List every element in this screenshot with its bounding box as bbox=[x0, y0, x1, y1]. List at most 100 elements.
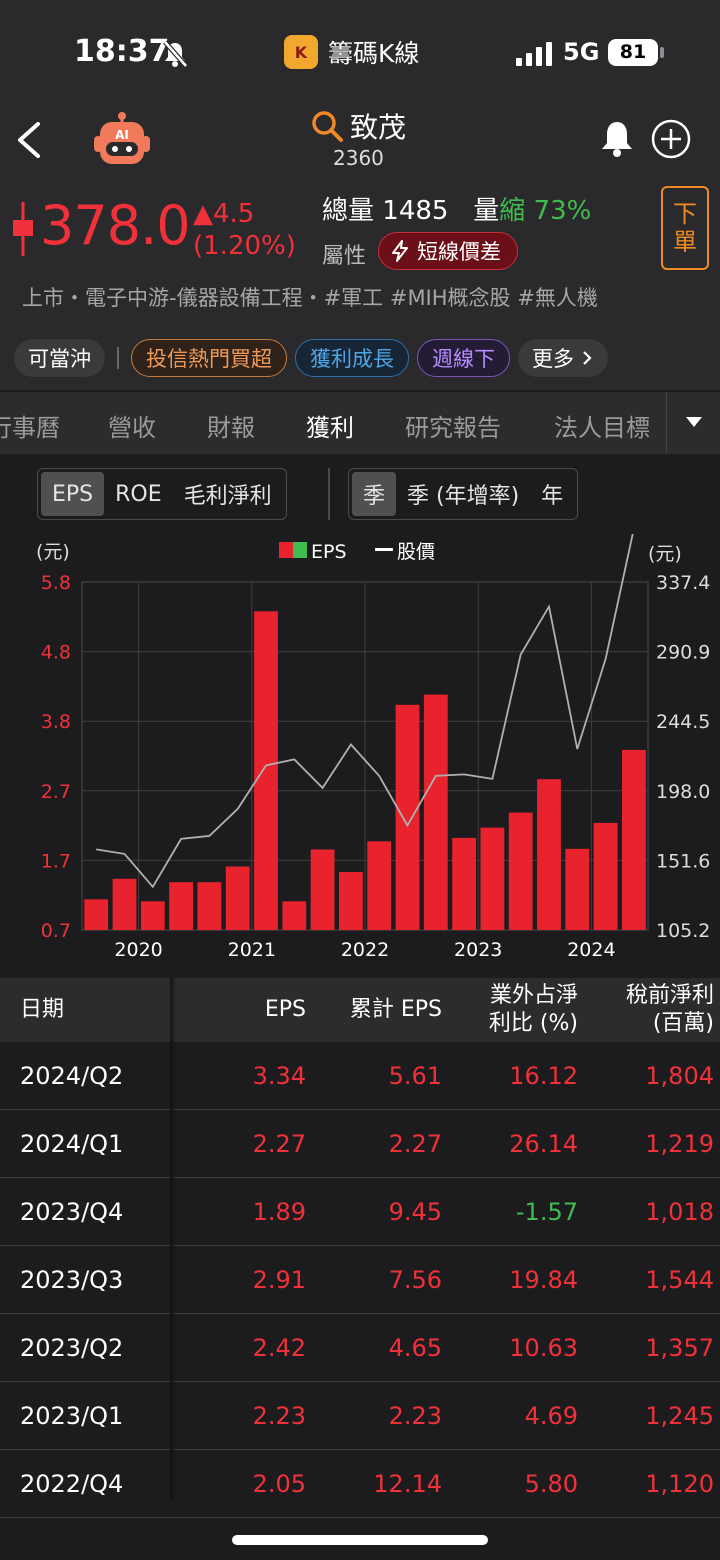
attribute-label: 屬性 bbox=[322, 244, 367, 269]
eps-bar[interactable] bbox=[622, 749, 646, 930]
tag-separator bbox=[117, 347, 119, 369]
cell-nonop-ratio: 5.80 bbox=[524, 1470, 578, 1498]
segment-margin[interactable]: 毛利淨利 bbox=[183, 484, 272, 509]
home-indicator[interactable] bbox=[232, 1535, 488, 1545]
volume-shrink-prefix: 量 bbox=[473, 196, 500, 226]
x-tick-label: 2023 bbox=[454, 939, 502, 961]
eps-bar[interactable] bbox=[480, 827, 505, 930]
eps-bar[interactable] bbox=[537, 779, 561, 930]
left-tick-label: 5.8 bbox=[41, 572, 71, 594]
ai-robot-icon[interactable]: AI bbox=[90, 112, 154, 168]
tag-more-label: 更多 bbox=[532, 347, 574, 371]
cell-nonop-ratio: 10.63 bbox=[509, 1334, 578, 1362]
tab-research[interactable]: 研究報告 bbox=[405, 414, 501, 442]
table-row[interactable]: 2024/Q2 3.34 5.61 16.12 1,804 bbox=[0, 1042, 720, 1110]
eps-bar[interactable] bbox=[395, 704, 420, 930]
header-pretax: 稅前淨利 (百萬) bbox=[626, 982, 714, 1038]
cell-cum-eps: 7.56 bbox=[388, 1266, 442, 1294]
eps-bar[interactable] bbox=[565, 848, 590, 930]
bell-icon[interactable] bbox=[598, 118, 636, 158]
table-row[interactable]: 2023/Q3 2.91 7.56 19.84 1,544 bbox=[0, 1246, 720, 1314]
segment-roe[interactable]: ROE bbox=[115, 481, 162, 507]
app-logo-icon: K bbox=[284, 35, 318, 69]
tab-revenue[interactable]: 營收 bbox=[108, 414, 156, 442]
caret-down-icon bbox=[686, 417, 702, 427]
tag-profit-growth[interactable]: 獲利成長 bbox=[295, 339, 409, 377]
eps-bar[interactable] bbox=[112, 878, 137, 930]
cell-date: 2022/Q4 bbox=[20, 1470, 124, 1498]
eps-bar[interactable] bbox=[452, 837, 476, 930]
tag-row: 可當沖 投信熱門買超 獲利成長 週線下 更多 bbox=[14, 338, 608, 378]
tab-target[interactable]: 法人目標 bbox=[554, 414, 650, 442]
cell-cum-eps: 2.27 bbox=[388, 1130, 442, 1158]
eps-bar[interactable] bbox=[310, 849, 335, 931]
cell-eps: 2.27 bbox=[252, 1130, 306, 1158]
attribute-badge[interactable]: 短線價差 bbox=[378, 232, 518, 270]
tag-weekly-down[interactable]: 週線下 bbox=[417, 339, 510, 377]
cell-cum-eps: 12.14 bbox=[373, 1470, 442, 1498]
volume-label: 總量 bbox=[322, 196, 375, 226]
eps-bar[interactable] bbox=[339, 872, 363, 930]
segment-quarter-yoy[interactable]: 季 (年增率) bbox=[407, 484, 520, 509]
tab-dropdown-button[interactable] bbox=[666, 392, 720, 454]
cell-date: 2023/Q1 bbox=[20, 1402, 124, 1430]
order-button-label-2: 單 bbox=[673, 228, 697, 256]
header-cum-eps: 累計 EPS bbox=[349, 997, 442, 1022]
eps-bar[interactable] bbox=[593, 822, 618, 930]
table-row[interactable]: 2022/Q4 2.05 12.14 5.80 1,120 bbox=[0, 1450, 720, 1518]
eps-table: 日期 EPS 累計 EPS 業外占淨 利比 (%) 稅前淨利 (百萬) 2024… bbox=[0, 978, 720, 1518]
order-button[interactable]: 下 單 bbox=[661, 186, 709, 270]
x-tick-label: 2022 bbox=[341, 939, 389, 961]
eps-chart[interactable]: (元) (元) EPS 股價 5.8 4.8 3.8 2.7 1.7 0.7 337.4 29… bbox=[0, 534, 720, 974]
chevron-right-icon bbox=[583, 351, 592, 365]
tab-calendar[interactable]: 行事曆 bbox=[0, 414, 60, 442]
table-row[interactable]: 2023/Q2 2.42 4.65 10.63 1,357 bbox=[0, 1314, 720, 1382]
stock-code: 2360 bbox=[333, 146, 384, 170]
tag-day-trade[interactable]: 可當沖 bbox=[14, 339, 105, 377]
legend-bar-swatch-red bbox=[279, 542, 293, 558]
cell-eps: 2.05 bbox=[252, 1470, 306, 1498]
right-tick-label: 244.5 bbox=[656, 711, 710, 733]
tab-financials[interactable]: 財報 bbox=[207, 414, 255, 442]
tag-trust-buy[interactable]: 投信熱門買超 bbox=[131, 339, 287, 377]
table-row[interactable]: 2024/Q1 2.27 2.27 26.14 1,219 bbox=[0, 1110, 720, 1178]
signal-icon bbox=[516, 42, 552, 66]
cell-cum-eps: 5.61 bbox=[388, 1062, 442, 1090]
eps-bar[interactable] bbox=[84, 899, 109, 930]
right-unit: (元) bbox=[648, 543, 682, 565]
price-line bbox=[96, 534, 634, 889]
segment-year[interactable]: 年 bbox=[541, 484, 564, 509]
add-watchlist-icon[interactable] bbox=[650, 118, 692, 160]
header-date: 日期 bbox=[20, 997, 65, 1022]
stock-name: 致茂 bbox=[350, 111, 407, 144]
eps-bar[interactable] bbox=[367, 841, 392, 930]
stock-search[interactable]: 致茂 bbox=[310, 106, 406, 146]
cell-eps: 1.89 bbox=[252, 1198, 306, 1226]
eps-bar[interactable] bbox=[508, 812, 533, 930]
left-tick-label: 2.7 bbox=[41, 781, 71, 803]
eps-bar[interactable] bbox=[140, 901, 165, 930]
legend-eps: EPS bbox=[311, 541, 347, 563]
eps-bar[interactable] bbox=[423, 694, 448, 930]
search-icon bbox=[312, 111, 343, 142]
back-icon[interactable] bbox=[14, 120, 44, 160]
segment-quarter[interactable]: 季 bbox=[352, 472, 397, 516]
tag-more-button[interactable]: 更多 bbox=[518, 339, 608, 377]
header-pretax-line1: 稅前淨利 bbox=[625, 983, 714, 1008]
table-row[interactable]: 2023/Q4 1.89 9.45 -1.57 1,018 bbox=[0, 1178, 720, 1246]
eps-bar[interactable] bbox=[282, 901, 307, 930]
chart-area: EPS ROE 毛利淨利 季 季 (年增率) 年 (元) (元) EPS 股價 … bbox=[0, 454, 720, 978]
segment-eps[interactable]: EPS bbox=[41, 472, 105, 516]
eps-bar[interactable] bbox=[225, 866, 250, 931]
cell-date: 2023/Q4 bbox=[20, 1198, 124, 1226]
eps-bar[interactable] bbox=[169, 882, 193, 930]
cell-date: 2023/Q2 bbox=[20, 1334, 124, 1362]
tab-profit[interactable]: 獲利 bbox=[306, 414, 354, 442]
eps-bar[interactable] bbox=[254, 611, 278, 930]
cell-nonop-ratio: 19.84 bbox=[509, 1266, 578, 1294]
app-name: 籌碼K線 bbox=[328, 39, 420, 68]
eps-bar[interactable] bbox=[197, 882, 222, 930]
left-tick-label: 3.8 bbox=[41, 711, 71, 733]
change-percent: (1.20%) bbox=[193, 231, 296, 261]
table-row[interactable]: 2023/Q1 2.23 2.23 4.69 1,245 bbox=[0, 1382, 720, 1450]
